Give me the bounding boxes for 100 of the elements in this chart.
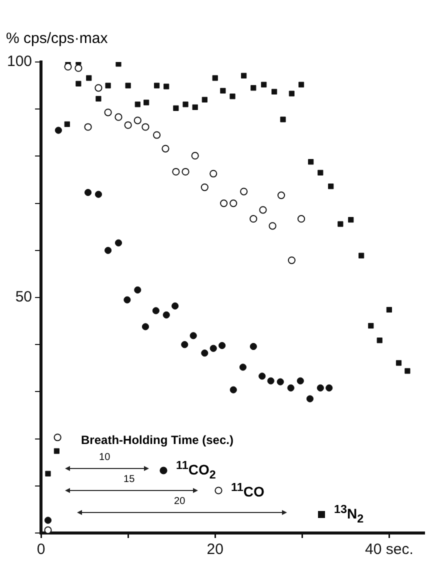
point [104, 108, 112, 116]
point [250, 215, 258, 223]
x-tick-label: 20 [206, 541, 224, 558]
point [376, 338, 382, 344]
point [308, 159, 314, 165]
point [277, 191, 286, 200]
point [328, 184, 334, 190]
point [258, 372, 266, 380]
point [162, 144, 170, 152]
point [172, 168, 180, 176]
point [230, 200, 238, 208]
point [134, 116, 142, 124]
x-tick-label: 0 [36, 541, 46, 558]
point [45, 470, 51, 476]
point [386, 306, 392, 313]
point [200, 183, 208, 192]
point [316, 384, 324, 392]
point [44, 526, 52, 533]
point [96, 96, 102, 102]
point [54, 126, 62, 134]
point [164, 84, 170, 90]
point [212, 75, 218, 81]
point [142, 123, 150, 131]
point [230, 94, 236, 100]
point [182, 168, 190, 176]
point [116, 62, 122, 67]
point [64, 62, 72, 71]
point [240, 188, 248, 196]
point [348, 216, 354, 223]
annotation: 10 [99, 452, 110, 463]
point [297, 215, 306, 223]
point [114, 113, 122, 121]
annotation: 20 [174, 496, 186, 507]
point [261, 82, 267, 88]
point [105, 82, 111, 88]
x-tick-label: 40 sec. [364, 541, 414, 558]
y-tick-label: 100 [6, 53, 32, 70]
point [124, 296, 131, 304]
point [134, 286, 142, 294]
point [152, 307, 160, 314]
point [404, 368, 410, 374]
point [54, 434, 62, 442]
point [220, 88, 226, 94]
point [162, 311, 170, 318]
point [114, 239, 122, 246]
point [230, 386, 237, 394]
point [134, 102, 140, 108]
point [218, 342, 226, 350]
point [358, 252, 364, 258]
y-axis-title: % cps/cps·max [6, 30, 108, 47]
point [259, 206, 267, 214]
point [338, 221, 344, 227]
point [173, 105, 179, 111]
point [396, 360, 402, 366]
point [172, 302, 179, 310]
point [287, 384, 294, 392]
point [104, 246, 112, 254]
point [298, 82, 304, 88]
point [268, 222, 276, 230]
point [181, 341, 188, 348]
point [86, 75, 92, 81]
point [152, 131, 161, 139]
point [288, 90, 294, 96]
point [267, 377, 274, 384]
point [54, 448, 60, 454]
point [74, 64, 82, 72]
point [190, 332, 197, 340]
point [271, 88, 278, 94]
point [125, 82, 131, 88]
annotation: Breath-Holding Time (sec.) [81, 433, 234, 447]
point [326, 384, 333, 392]
point [210, 170, 218, 178]
point [94, 84, 102, 92]
point [296, 377, 304, 384]
point [142, 323, 150, 330]
y-tick-label: 50 [15, 288, 32, 306]
point [154, 82, 160, 88]
point [241, 72, 247, 78]
point [250, 85, 256, 91]
point [239, 364, 247, 371]
point [64, 121, 70, 127]
point [94, 190, 102, 198]
point [276, 378, 284, 386]
point [368, 322, 374, 329]
point [210, 344, 217, 352]
point [84, 123, 92, 131]
point [306, 395, 314, 402]
legend-label: $^{13}$N$_{2}$ [334, 503, 364, 526]
point [280, 116, 286, 122]
point [44, 516, 52, 524]
legend-label: $^{11}$CO [231, 481, 264, 500]
point [144, 100, 150, 106]
point [250, 342, 257, 350]
point [202, 96, 208, 102]
point [124, 121, 132, 129]
point [220, 200, 228, 208]
point [191, 152, 199, 160]
point [288, 256, 296, 264]
point [76, 80, 82, 86]
point [182, 102, 188, 108]
